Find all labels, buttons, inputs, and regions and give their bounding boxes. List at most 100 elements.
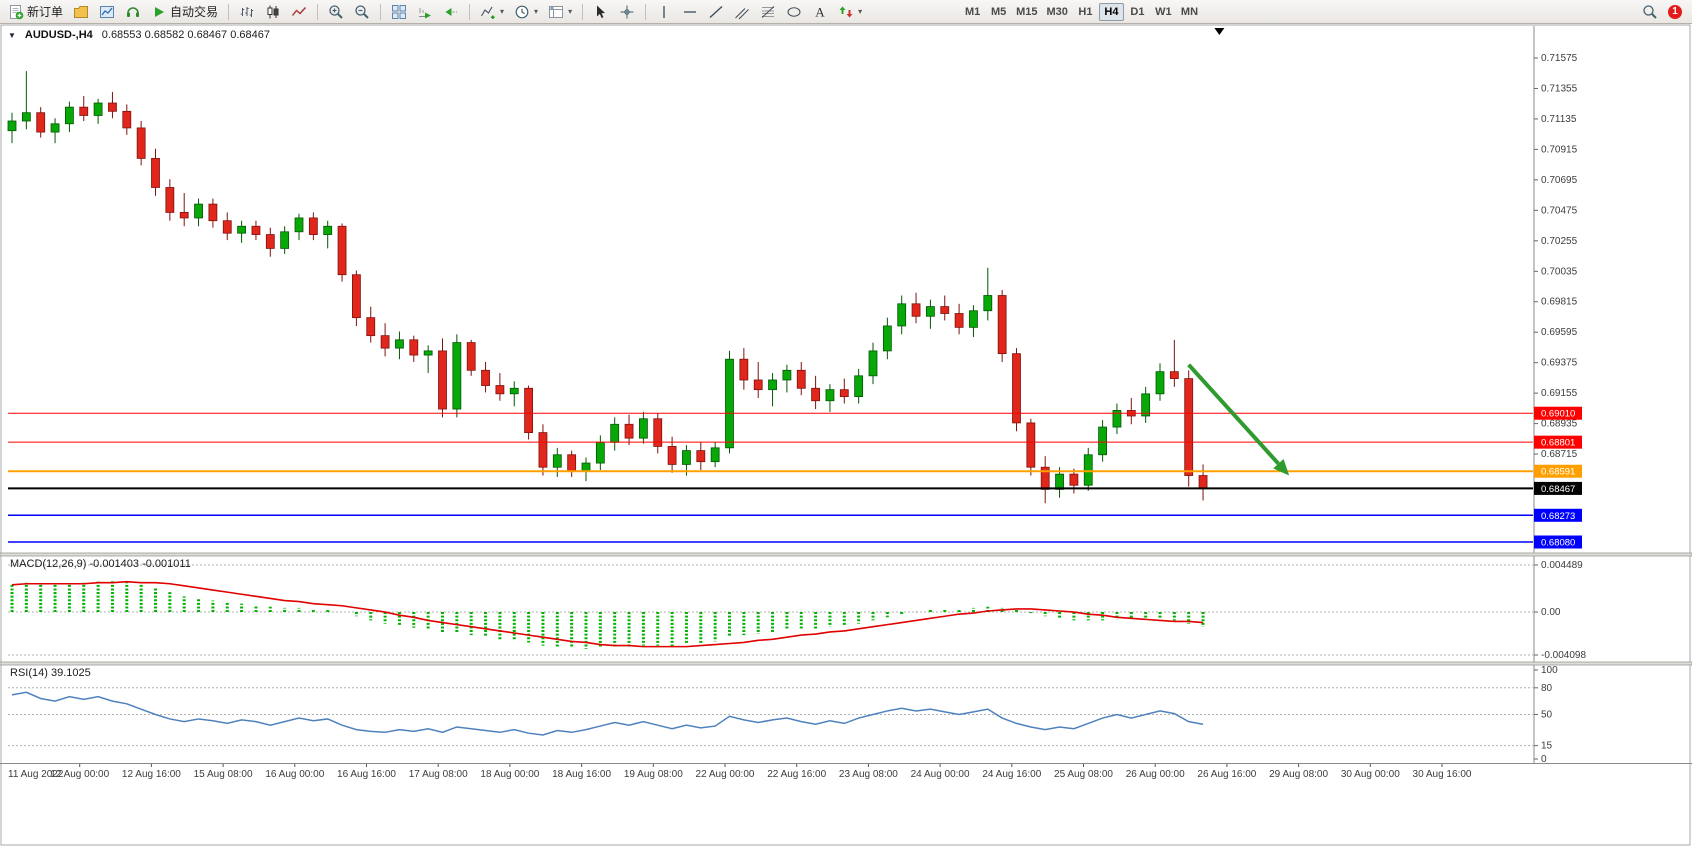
svg-text:0.68715: 0.68715 — [1541, 449, 1578, 460]
timeframe-button-d1[interactable]: D1 — [1125, 3, 1150, 21]
chart-shift-button[interactable] — [439, 2, 463, 22]
vertical-line-tool-button[interactable] — [652, 2, 676, 22]
svg-text:-0.004098: -0.004098 — [1541, 650, 1586, 661]
market-watch-button[interactable] — [95, 2, 119, 22]
timeframe-group: M1 M5 M15 M30 H1 H4 D1 W1 MN — [960, 2, 1202, 21]
vertical-line-icon — [663, 5, 665, 18]
horizontal-line-tool-button[interactable] — [678, 2, 702, 22]
chart-canvas[interactable]: 0.71575 0.71355 0.71135 0.70915 0.70695 0.704… — [0, 24, 1692, 847]
svg-text:24 Aug 00:00: 24 Aug 00:00 — [911, 769, 970, 780]
svg-text:0.68080: 0.68080 — [1541, 538, 1575, 549]
svg-text:30 Aug 00:00: 30 Aug 00:00 — [1341, 769, 1400, 780]
trendline-tool-button[interactable] — [704, 2, 728, 22]
chevron-down-icon: ▾ — [500, 7, 505, 16]
svg-text:0.69010: 0.69010 — [1541, 409, 1575, 420]
zoom-in-button[interactable] — [324, 2, 348, 22]
svg-text:0: 0 — [1541, 754, 1547, 765]
svg-text:0.68801: 0.68801 — [1541, 438, 1575, 449]
templates-button[interactable]: ▾ — [544, 2, 576, 22]
chart-shift-icon — [445, 7, 458, 16]
svg-text:0.69375: 0.69375 — [1541, 358, 1578, 369]
timeframe-button-m1[interactable]: M1 — [960, 3, 985, 21]
svg-text:18 Aug 00:00: 18 Aug 00:00 — [480, 769, 539, 780]
svg-text:0.69155: 0.69155 — [1541, 388, 1578, 399]
timeframe-button-h1[interactable]: H1 — [1073, 3, 1098, 21]
cursor-icon — [597, 5, 606, 18]
notification-badge[interactable]: 1 — [1668, 4, 1682, 19]
svg-text:12 Aug 16:00: 12 Aug 16:00 — [122, 769, 181, 780]
auto-scroll-icon — [419, 7, 432, 18]
toolbar-separator — [582, 3, 584, 20]
crosshair-tool-button[interactable] — [615, 2, 639, 22]
svg-text:A: A — [815, 4, 825, 19]
svg-text:19 Aug 08:00: 19 Aug 08:00 — [624, 769, 683, 780]
toolbar-separator — [645, 3, 647, 20]
line-chart-mode-button[interactable] — [287, 2, 311, 22]
svg-text:0.00: 0.00 — [1541, 607, 1561, 618]
profiles-button[interactable] — [69, 2, 93, 22]
indicators-button[interactable]: ▾ — [476, 2, 508, 22]
autotrading-button[interactable]: 自动交易 — [147, 2, 222, 22]
svg-text:0.70695: 0.70695 — [1541, 175, 1578, 186]
auto-scroll-button[interactable] — [413, 2, 437, 22]
chart-title-bar: ▼ AUDUSD-,H4 0.68553 0.68582 0.68467 0.6… — [8, 29, 270, 41]
timeframe-button-w1[interactable]: W1 — [1151, 3, 1176, 21]
line-chart-icon — [291, 6, 307, 16]
candles — [7, 71, 1208, 504]
rsi-panel: 100 80 50 15 0 — [8, 665, 1558, 765]
trend-arrow-object[interactable] — [1187, 363, 1290, 476]
indicators-icon — [481, 6, 495, 19]
periods-button[interactable]: ▾ — [510, 2, 542, 22]
fibonacci-tool-button[interactable] — [756, 2, 780, 22]
svg-text:15: 15 — [1541, 741, 1553, 752]
cursor-tool-button[interactable] — [589, 2, 613, 22]
chevron-down-icon: ▾ — [858, 7, 863, 16]
timeframe-button-m30[interactable]: M30 — [1043, 3, 1072, 21]
svg-text:25 Aug 08:00: 25 Aug 08:00 — [1054, 769, 1113, 780]
chart-shift-marker[interactable] — [1214, 28, 1225, 35]
arrows-icon — [839, 6, 853, 17]
svg-text:80: 80 — [1541, 683, 1553, 694]
timeframe-button-mn[interactable]: MN — [1177, 3, 1202, 21]
bar-chart-mode-button[interactable] — [235, 2, 259, 22]
new-order-button[interactable]: 新订单 — [4, 2, 67, 22]
folder-icon — [74, 5, 89, 18]
svg-text:15 Aug 08:00: 15 Aug 08:00 — [194, 769, 253, 780]
horizontal-lines[interactable]: 0.69010 0.68801 0.68591 0.68273 0.68080 0.684… — [8, 406, 1582, 549]
crosshair-icon — [620, 5, 634, 18]
svg-text:23 Aug 08:00: 23 Aug 08:00 — [839, 769, 898, 780]
candlestick-mode-button[interactable] — [261, 2, 285, 22]
shapes-tool-button[interactable] — [782, 2, 806, 22]
svg-text:0.71135: 0.71135 — [1541, 114, 1577, 125]
autotrading-play-icon — [155, 6, 165, 17]
toolbar-separator — [469, 3, 471, 20]
tile-windows-button[interactable] — [387, 2, 411, 22]
ohlc-values: 0.68553 0.68582 0.68467 0.68467 — [101, 29, 270, 41]
zoom-out-button[interactable] — [350, 2, 374, 22]
svg-text:29 Aug 08:00: 29 Aug 08:00 — [1269, 769, 1328, 780]
macd-indicator-label: MACD(12,26,9) -0.001403 -0.001011 — [10, 558, 191, 570]
support-button[interactable] — [121, 2, 145, 22]
rsi-name: RSI(14) — [10, 667, 48, 679]
channel-tool-button[interactable] — [730, 2, 754, 22]
timeframe-button-m15[interactable]: M15 — [1012, 3, 1041, 21]
candlestick-chart-icon — [267, 5, 279, 18]
svg-text:16 Aug 16:00: 16 Aug 16:00 — [337, 769, 396, 780]
svg-text:30 Aug 16:00: 30 Aug 16:00 — [1413, 769, 1472, 780]
timeframe-button-h4[interactable]: H4 — [1098, 2, 1124, 21]
price-scale[interactable]: 0.71575 0.71355 0.71135 0.70915 0.70695 0.704… — [1534, 53, 1578, 460]
svg-text:11 Aug 2022: 11 Aug 2022 — [8, 769, 64, 780]
new-order-label: 新订单 — [27, 5, 64, 19]
ellipse-shape-icon — [787, 6, 801, 17]
search-button[interactable] — [1638, 2, 1662, 22]
timeframe-button-m5[interactable]: M5 — [986, 3, 1011, 21]
macd-panel: 0.004489 0.00 -0.004098 — [8, 560, 1586, 661]
rsi-value: 39.1025 — [50, 667, 91, 679]
arrows-tool-button[interactable]: ▾ — [834, 2, 866, 22]
collapse-icon[interactable]: ▼ — [8, 30, 16, 40]
main-toolbar: 新订单 自动交易 ▾ ▾ — [0, 0, 1692, 24]
text-tool-button[interactable]: A — [808, 2, 832, 22]
svg-text:0.68591: 0.68591 — [1541, 467, 1575, 478]
headset-icon — [127, 6, 140, 17]
